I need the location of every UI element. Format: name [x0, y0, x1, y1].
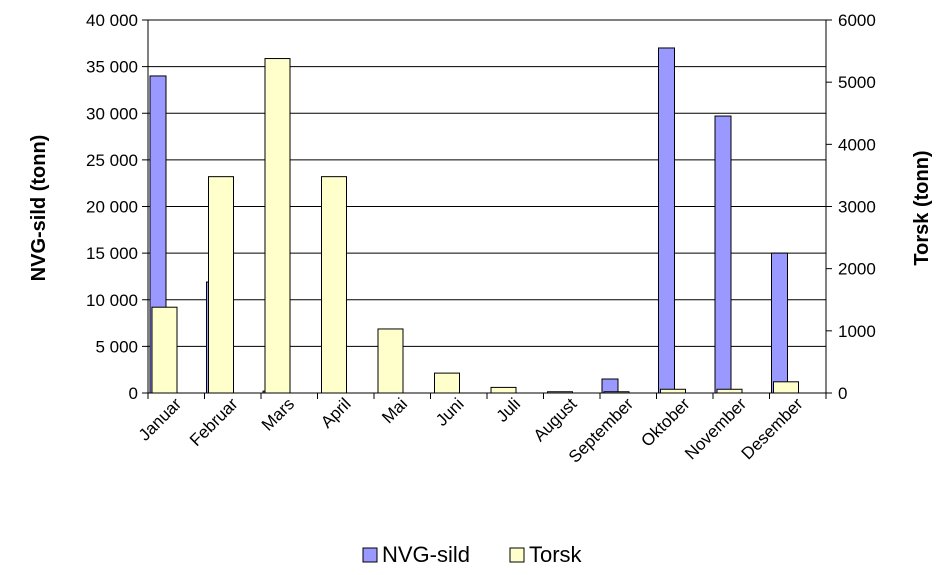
bar-torsk — [264, 58, 291, 394]
x-tick-label: Februar — [186, 394, 242, 450]
bar-torsk — [377, 328, 404, 394]
right-tick-label: 6000 — [838, 11, 876, 30]
x-tick-label: April — [317, 394, 354, 431]
right-tick-label: 3000 — [838, 198, 876, 217]
right-tick-label: 1000 — [838, 322, 876, 341]
left-tick-label: 0 — [129, 384, 138, 403]
bar-torsk — [490, 386, 517, 394]
left-tick-label: 10 000 — [86, 291, 138, 310]
bar-torsk — [321, 176, 347, 394]
x-tick-label: Mai — [378, 394, 411, 427]
right-tick-label: 2000 — [838, 260, 876, 279]
legend-label-torsk: Torsk — [529, 542, 583, 567]
bar-torsk — [773, 381, 799, 394]
right-tick-label: 4000 — [838, 135, 876, 154]
x-tick-label: Januar — [135, 394, 185, 444]
bar-torsk — [208, 176, 234, 394]
x-tick-label: Mars — [258, 394, 298, 434]
left-tick-label: 35 000 — [86, 58, 138, 77]
right-tick-label: 0 — [838, 384, 847, 403]
x-tick-label: Juli — [493, 394, 524, 425]
right-axis-title: Torsk (tonn) — [911, 150, 933, 265]
bar-nvg-sild — [771, 252, 788, 394]
x-tick-label: August — [530, 394, 581, 445]
legend-swatch-torsk — [509, 547, 525, 563]
x-tick-label: Oktober — [637, 394, 693, 450]
left-axis-ticks: 0 5 000 10 000 15 000 20 000 25 000 30 000 35 0… — [86, 11, 148, 403]
left-tick-label: 15 000 — [86, 244, 138, 263]
right-tick-label: 5000 — [838, 73, 876, 92]
x-tick-label: Juni — [432, 394, 467, 429]
bar-torsk — [151, 306, 178, 394]
left-tick-label: 25 000 — [86, 151, 138, 170]
x-axis-ticks: Januar Februar Mars April Mai Juni Juli AugustS… — [135, 393, 827, 467]
left-axis-title: NVG-sild (tonn) — [28, 135, 50, 282]
legend: NVG-sild Torsk — [362, 542, 583, 567]
bar-torsk — [716, 388, 743, 394]
legend-label-nvg-sild: NVG-sild — [382, 542, 470, 567]
left-tick-label: 40 000 — [86, 11, 138, 30]
x-tick-label: Desember — [738, 394, 807, 463]
bar-nvg-sild — [714, 115, 732, 394]
left-tick-label: 5 000 — [95, 337, 138, 356]
bars — [149, 47, 799, 394]
left-tick-label: 20 000 — [86, 198, 138, 217]
legend-swatch-nvg-sild — [362, 547, 378, 563]
right-axis-ticks: 0 1000 2000 3000 4000 5000 6000 — [826, 11, 876, 403]
bar-torsk — [434, 372, 460, 394]
left-tick-label: 30 000 — [86, 104, 138, 123]
bar-nvg-sild — [658, 47, 675, 394]
bar-nvg-sild — [601, 378, 619, 394]
gridlines — [148, 19, 826, 347]
bar-torsk — [660, 388, 686, 394]
